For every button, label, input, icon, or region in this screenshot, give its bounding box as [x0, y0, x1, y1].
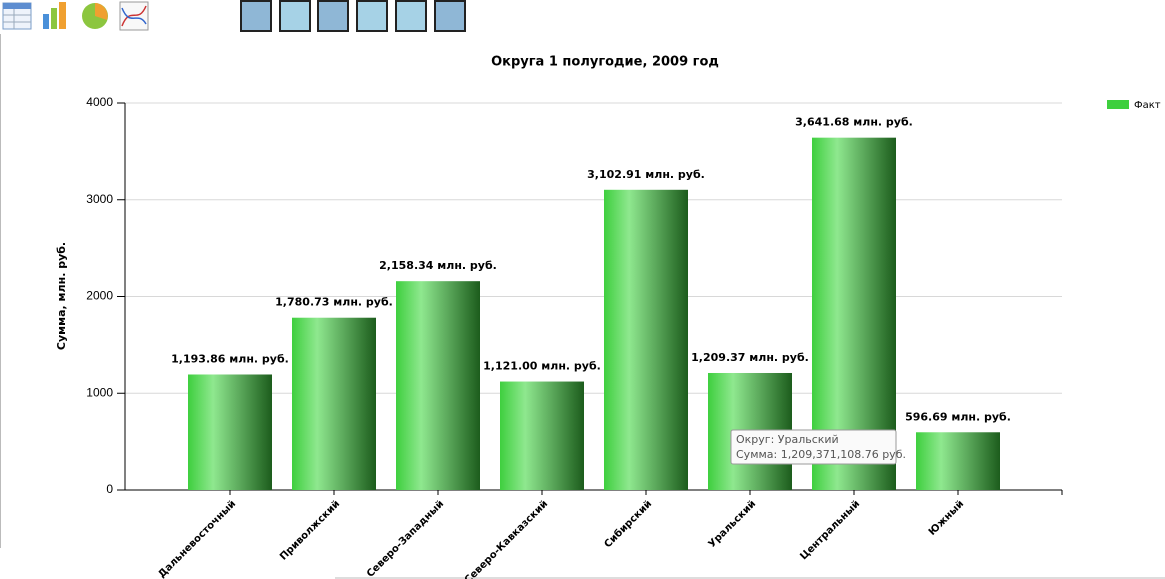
value-label: 1,121.00 млн. руб. — [483, 360, 601, 373]
value-label: 596.69 млн. руб. — [905, 410, 1011, 423]
layout-button[interactable] — [240, 0, 272, 32]
value-label: 3,641.68 млн. руб. — [795, 116, 913, 129]
layout-button[interactable] — [395, 0, 427, 32]
y-axis-label: Сумма, млн. руб. — [55, 242, 68, 350]
layout-buttons — [240, 0, 466, 32]
tooltip-line: Округ: Уральский — [736, 433, 839, 446]
y-tick-label: 4000 — [86, 95, 113, 109]
value-label: 1,209.37 млн. руб. — [691, 351, 809, 364]
value-label: 1,193.86 млн. руб. — [171, 352, 289, 365]
bar — [916, 432, 1000, 490]
bar — [188, 374, 272, 490]
tooltip-line: Сумма: 1,209,371,108.76 руб. — [736, 448, 906, 461]
layout-button[interactable] — [434, 0, 466, 32]
layout-button[interactable] — [317, 0, 349, 32]
bar-view-button[interactable] — [43, 2, 66, 29]
toolbar — [2, 0, 466, 32]
value-label: 3,102.91 млн. руб. — [587, 168, 705, 181]
legend-swatch — [1107, 100, 1129, 109]
x-tick-label: Северо-Западный — [365, 498, 446, 579]
tooltip: Округ: Уральский Сумма: 1,209,371,108.76 … — [730, 429, 906, 465]
x-tick-label: Дальневосточный — [156, 498, 238, 579]
layout-button[interactable] — [279, 0, 311, 32]
bar — [292, 317, 376, 490]
x-tick-label: Приволжский — [278, 498, 342, 562]
tooltip-box — [730, 429, 897, 465]
line-view-button[interactable] — [119, 1, 149, 31]
value-label: 1,780.73 млн. руб. — [275, 296, 393, 309]
value-label: 2,158.34 млн. руб. — [379, 259, 497, 272]
pie-view-button[interactable] — [82, 3, 108, 29]
bar — [396, 281, 480, 490]
table-view-button[interactable] — [2, 2, 32, 30]
legend-label: Факт — [1134, 100, 1161, 111]
y-tick-label: 0 — [106, 482, 113, 496]
y-tick-label: 1000 — [86, 385, 113, 399]
x-tick-label: Северо-Кавказский — [463, 498, 550, 579]
bar — [604, 189, 688, 490]
x-tick-label: Сибирский — [602, 498, 654, 550]
x-tick-label: Южный — [927, 498, 966, 537]
chart-title: Округа 1 полугодие, 2009 год — [491, 55, 719, 70]
x-tick-label: Уральский — [707, 498, 759, 550]
x-tick-label: Центральный — [798, 498, 862, 562]
y-tick-label: 3000 — [86, 192, 113, 206]
y-tick-label: 2000 — [86, 289, 113, 303]
layout-button[interactable] — [356, 0, 388, 32]
bar — [500, 381, 584, 490]
